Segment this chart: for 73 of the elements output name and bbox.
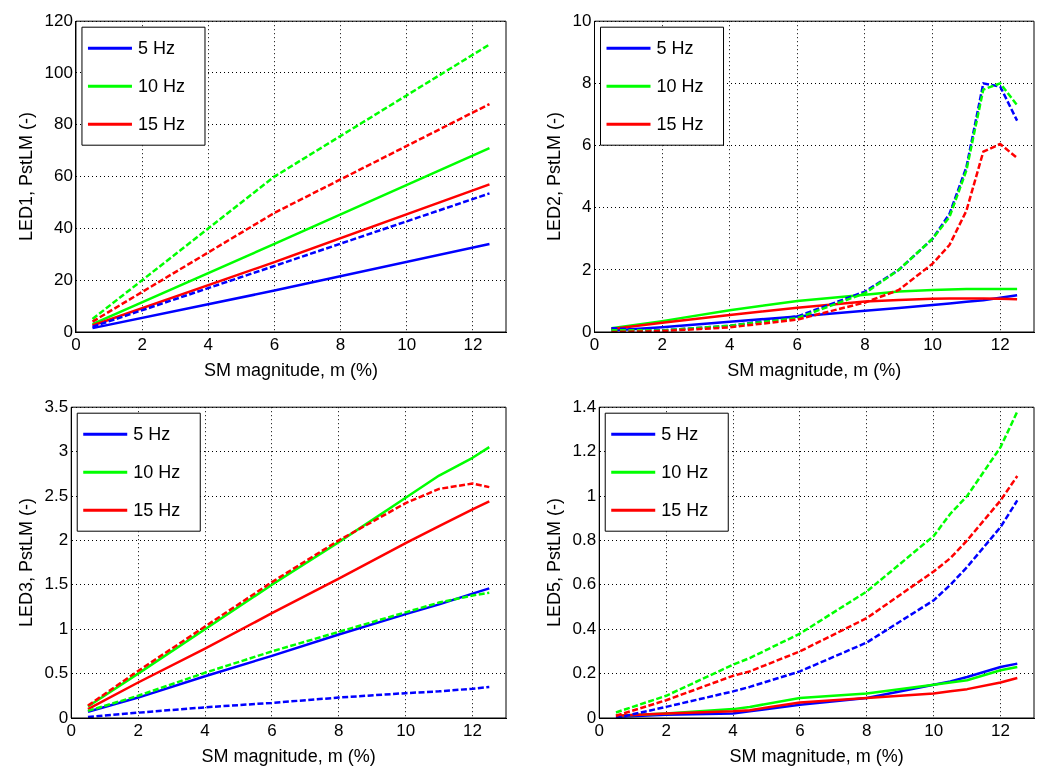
legend-label: 10 Hz xyxy=(656,76,704,97)
y-tick-label: 40 xyxy=(54,218,73,238)
x-tick-label: 2 xyxy=(133,720,143,740)
y-tick-label: 0 xyxy=(63,321,73,341)
legend-label: 5 Hz xyxy=(656,38,694,59)
x-tick-label: 10 xyxy=(397,334,417,354)
y-tick-label: 0.2 xyxy=(572,663,597,683)
x-tick-label: 4 xyxy=(728,720,738,740)
x-axis-title: SM magnitude, m (%) xyxy=(729,746,904,767)
legend-label: 10 Hz xyxy=(133,462,181,483)
y-tick-label: 2 xyxy=(582,259,592,279)
x-tick-label: 2 xyxy=(137,334,147,354)
legend-label: 5 Hz xyxy=(137,38,175,59)
x-tick-label: 6 xyxy=(269,334,280,354)
y-tick-label: 2.5 xyxy=(44,485,69,505)
x-tick-label: 6 xyxy=(795,720,805,740)
y-axis-title: LED2, PstLM (-) xyxy=(543,112,564,242)
x-tick-label: 10 xyxy=(396,720,416,740)
y-tick-label: 0.6 xyxy=(572,574,597,594)
x-tick-label: 12 xyxy=(991,720,1011,740)
y-tick-label: 1.2 xyxy=(572,441,597,461)
y-axis-title: LED5, PstLM (-) xyxy=(543,498,564,628)
y-tick-label: 1 xyxy=(58,618,69,638)
x-axis-title: SM magnitude, m (%) xyxy=(201,746,376,767)
y-tick-label: 1.4 xyxy=(572,396,597,416)
y-tick-label: 100 xyxy=(44,62,73,82)
y-tick-label: 0.5 xyxy=(44,663,69,683)
x-tick-label: 12 xyxy=(463,720,483,740)
y-tick-label: 10 xyxy=(572,10,592,30)
y-tick-label: 1.5 xyxy=(44,574,69,594)
y-tick-label: 60 xyxy=(54,166,73,186)
y-tick-label: 0.8 xyxy=(572,530,597,550)
x-tick-label: 10 xyxy=(923,334,943,354)
x-tick-label: 4 xyxy=(203,334,214,354)
legend-label: 15 Hz xyxy=(656,114,704,135)
y-tick-label: 4 xyxy=(582,197,592,217)
line-series xyxy=(614,410,1019,714)
x-tick-label: 8 xyxy=(862,720,872,740)
x-axis-title: SM magnitude, m (%) xyxy=(203,360,379,381)
x-tick-label: 4 xyxy=(200,720,210,740)
y-tick-label: 6 xyxy=(582,135,592,155)
y-tick-label: 0.4 xyxy=(572,618,597,638)
legend-label: 5 Hz xyxy=(133,424,171,445)
x-tick-label: 8 xyxy=(335,334,346,354)
y-axis-title: LED1, PstLM (-) xyxy=(15,112,36,242)
x-tick-label: 2 xyxy=(657,334,667,354)
y-tick-label: 3 xyxy=(58,441,69,461)
y-tick-label: 20 xyxy=(54,269,73,289)
y-tick-label: 80 xyxy=(54,114,73,134)
y-tick-label: 0 xyxy=(582,321,592,341)
x-tick-label: 8 xyxy=(334,720,344,740)
x-tick-label: 12 xyxy=(990,334,1010,354)
x-tick-label: 4 xyxy=(725,334,735,354)
legend-label: 15 Hz xyxy=(661,500,709,521)
x-tick-label: 12 xyxy=(463,334,483,354)
legend-label: 15 Hz xyxy=(137,114,185,135)
y-tick-label: 120 xyxy=(44,10,73,30)
x-tick-label: 6 xyxy=(267,720,277,740)
legend-label: 15 Hz xyxy=(133,500,181,521)
x-tick-label: 10 xyxy=(924,720,944,740)
x-axis-title: SM magnitude, m (%) xyxy=(727,360,902,381)
line-series xyxy=(86,685,491,718)
legend-label: 10 Hz xyxy=(661,462,709,483)
y-tick-label: 1 xyxy=(586,485,597,505)
y-tick-label: 3.5 xyxy=(44,396,69,416)
legend-label: 5 Hz xyxy=(661,424,699,445)
x-tick-label: 8 xyxy=(860,334,870,354)
y-tick-label: 8 xyxy=(582,73,592,93)
y-axis-title: LED3, PstLM (-) xyxy=(15,498,36,628)
legend-label: 10 Hz xyxy=(137,76,185,97)
x-tick-label: 2 xyxy=(661,720,671,740)
x-tick-label: 6 xyxy=(792,334,803,354)
y-tick-label: 2 xyxy=(58,530,69,550)
